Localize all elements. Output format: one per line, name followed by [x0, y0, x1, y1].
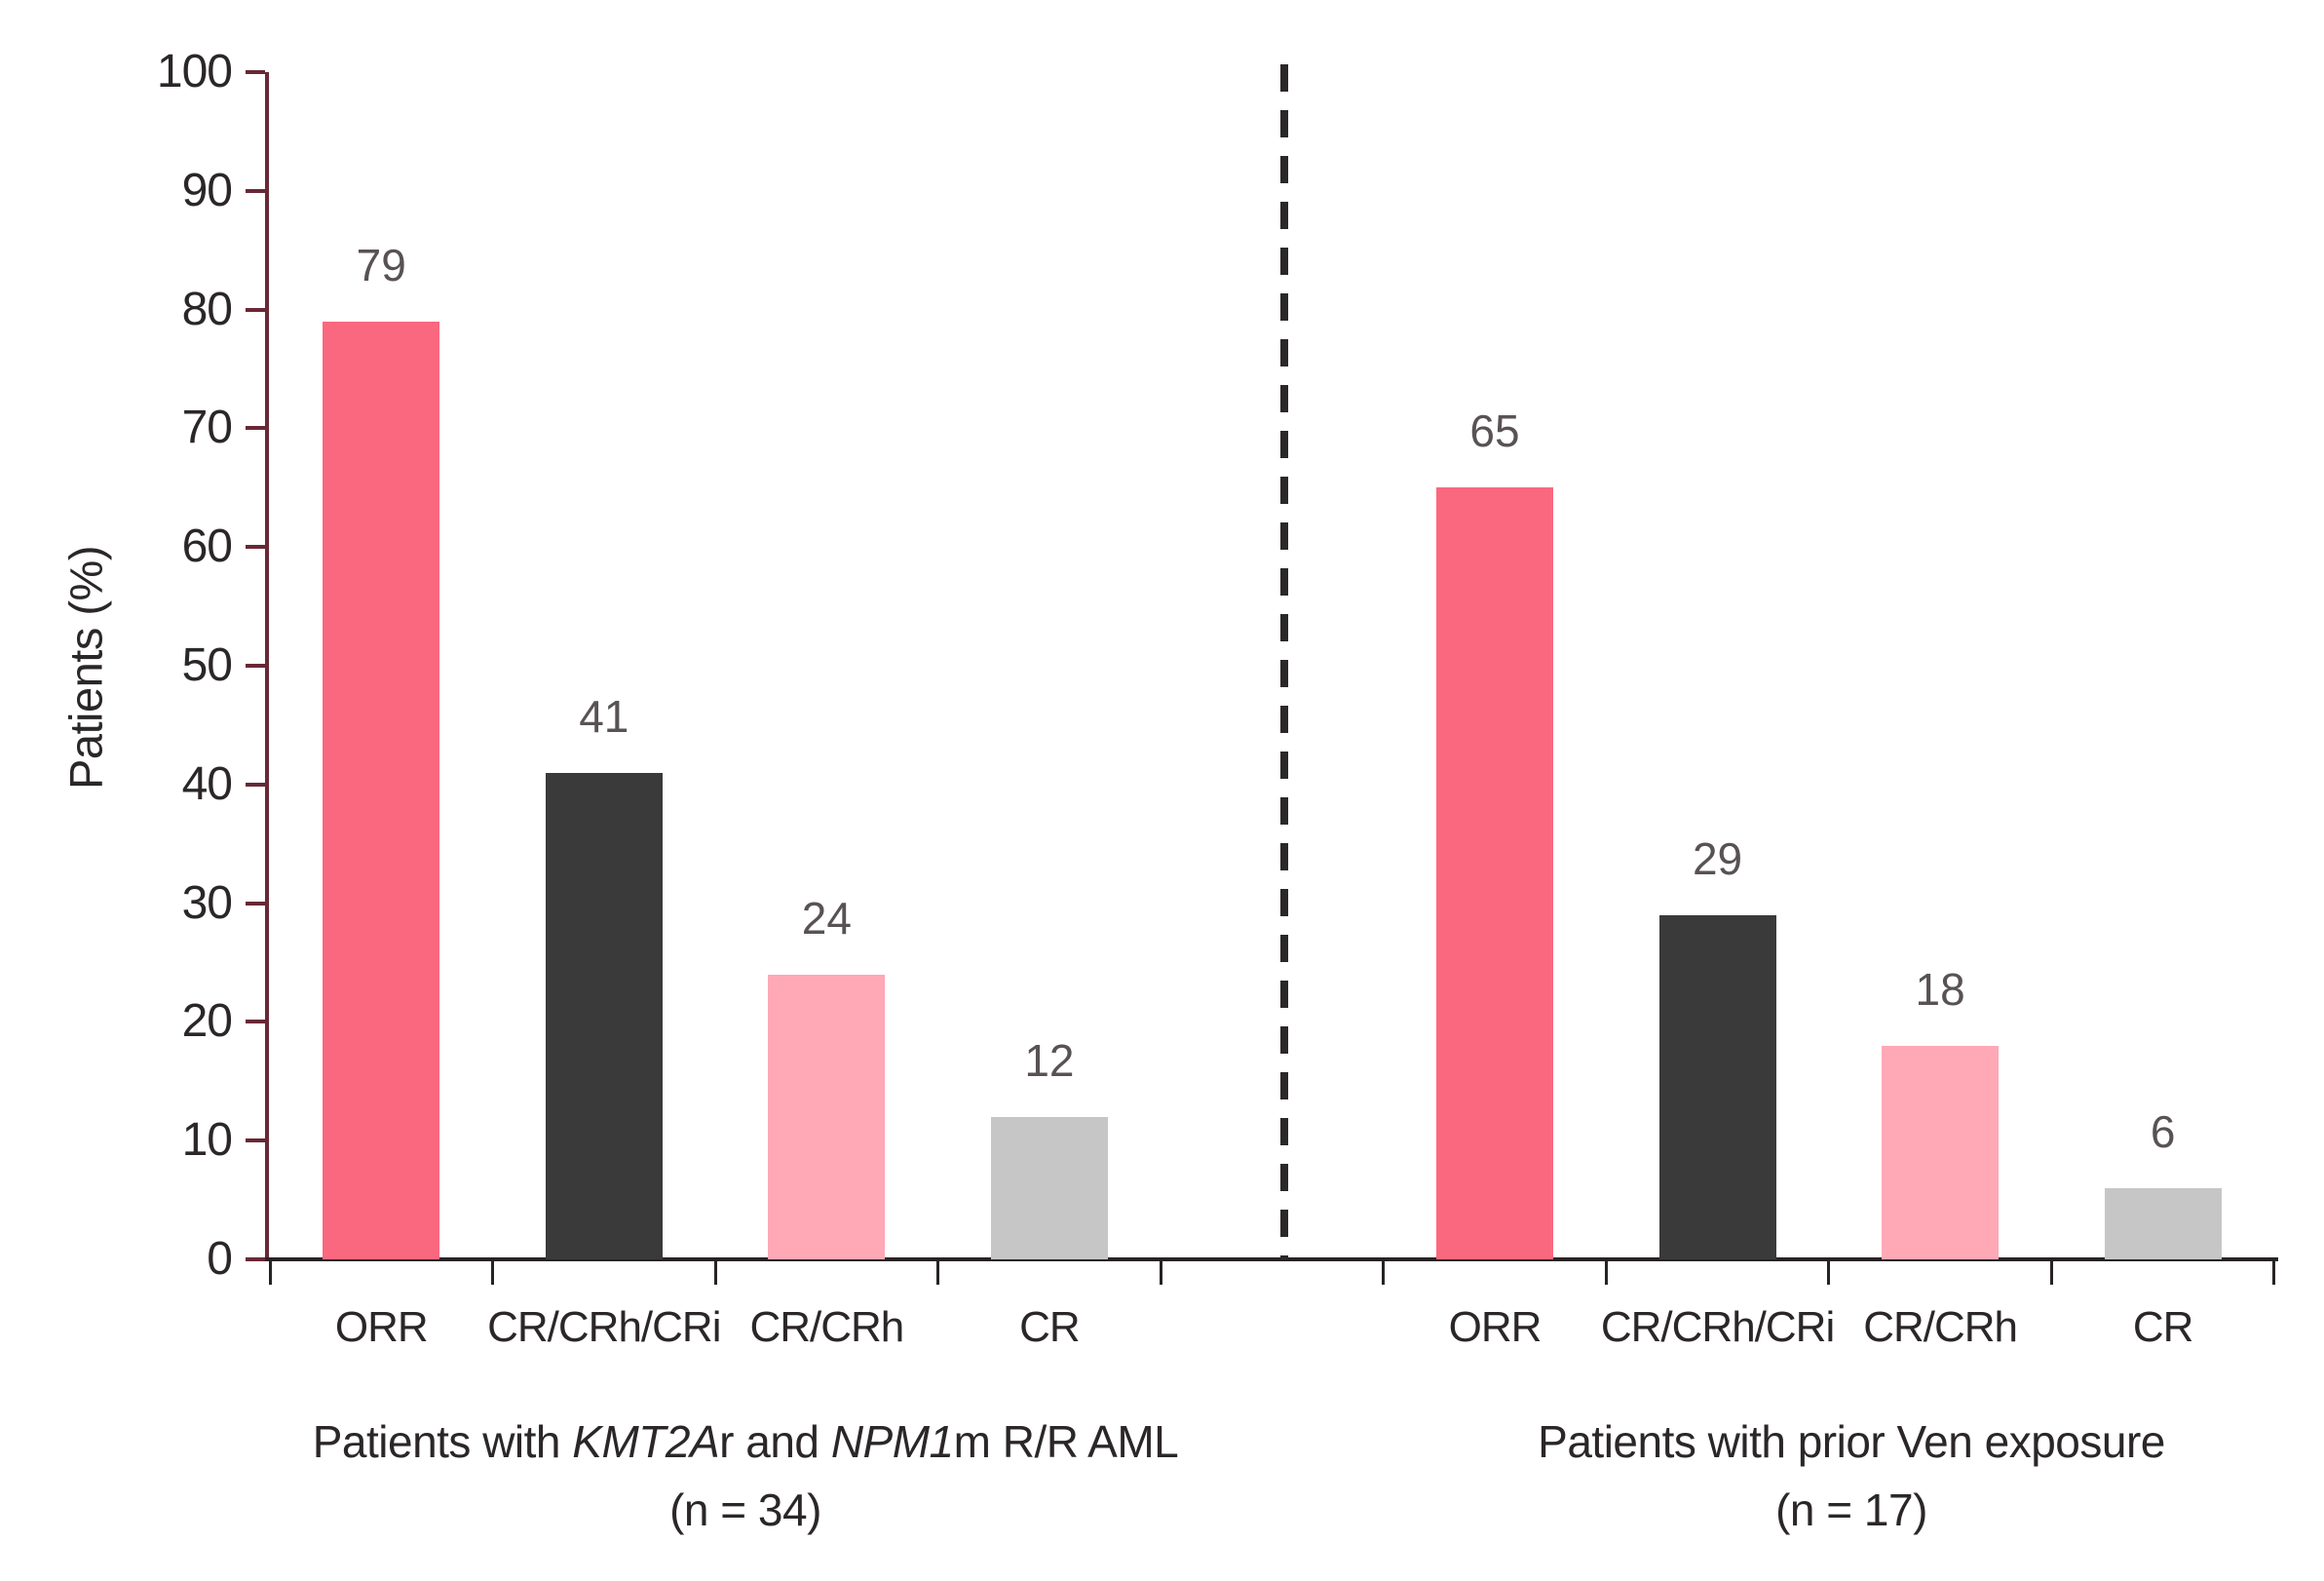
x-tick	[1382, 1259, 1386, 1285]
bar-value-label: 18	[1915, 963, 1965, 1015]
y-tick-label: 10	[181, 1114, 233, 1167]
x-tick	[2272, 1259, 2276, 1285]
group-divider-dashed-line	[1280, 64, 1288, 1259]
y-tick	[246, 664, 265, 668]
bar-cr	[2104, 1187, 2222, 1259]
category-label: ORR	[334, 1303, 429, 1351]
group-title-text: Patients with	[312, 1416, 573, 1467]
x-tick	[1159, 1259, 1162, 1285]
y-tick-label: 100	[156, 46, 233, 97]
category-label: CR	[2132, 1303, 2194, 1351]
y-tick-label: 40	[181, 757, 233, 810]
group-title-gene-italic: KMT2A	[572, 1416, 720, 1467]
y-tick	[246, 70, 265, 74]
category-label: CR/CRh	[749, 1303, 904, 1351]
y-tick	[246, 307, 265, 312]
x-tick	[936, 1259, 940, 1285]
group-title-text: Patients with prior Ven exposure	[1538, 1416, 2165, 1467]
group-title-gene-italic: NPM1	[830, 1416, 954, 1467]
y-tick-label: 0	[207, 1233, 233, 1285]
bar-value-label: 6	[2150, 1105, 2176, 1157]
bar-value-label: 79	[356, 239, 406, 290]
category-label: CR/CRh/CRi	[1600, 1303, 1835, 1351]
bar-cr-crh	[768, 974, 886, 1259]
group-n-label: (n = 17)	[1775, 1485, 1927, 1535]
bar-value-label: 29	[1692, 832, 1743, 884]
bar-cr-crh	[1882, 1045, 2000, 1259]
y-tick-label: 20	[181, 995, 233, 1048]
y-tick	[246, 545, 265, 550]
group-title: Patients with KMT2Ar and NPM1m R/R AML	[313, 1413, 1179, 1470]
category-label: CR/CRh	[1863, 1303, 2018, 1351]
y-axis-line	[265, 72, 269, 1259]
bar-value-label: 24	[801, 892, 852, 944]
y-tick	[246, 1257, 265, 1261]
y-tick	[246, 426, 265, 431]
y-tick-label: 70	[181, 402, 233, 454]
y-tick-label: 60	[181, 521, 233, 573]
x-axis-line	[265, 1257, 2278, 1261]
bar-value-label: 41	[579, 690, 629, 742]
y-tick	[246, 901, 265, 906]
group-title-text: r and	[719, 1416, 831, 1467]
bar-value-label: 12	[1024, 1034, 1075, 1086]
x-tick	[1827, 1259, 1831, 1285]
y-tick-label: 30	[181, 876, 233, 929]
bar-orr	[1436, 487, 1554, 1259]
category-label: CR	[1019, 1303, 1081, 1351]
y-tick-label: 90	[181, 164, 233, 216]
bar-value-label: 65	[1469, 405, 1520, 457]
y-tick	[246, 1138, 265, 1143]
bar-cr	[990, 1116, 1108, 1259]
x-tick	[268, 1259, 272, 1285]
group-title: Patients with prior Ven exposure	[1538, 1413, 2165, 1470]
group-n-label: (n = 34)	[669, 1485, 821, 1535]
category-label: ORR	[1448, 1303, 1543, 1351]
x-tick	[491, 1259, 495, 1285]
y-tick	[246, 1020, 265, 1024]
bar-orr	[323, 321, 440, 1259]
x-tick	[713, 1259, 717, 1285]
bar-cr-crh-cri	[545, 772, 663, 1259]
y-tick-label: 80	[181, 283, 233, 335]
group-title-text: m R/R AML	[953, 1416, 1179, 1467]
bar-cr-crh-cri	[1658, 914, 1776, 1259]
x-tick	[1604, 1259, 1608, 1285]
y-tick	[246, 782, 265, 787]
y-tick	[246, 188, 265, 193]
x-tick	[2049, 1259, 2053, 1285]
y-tick-label: 50	[181, 639, 233, 691]
category-label: CR/CRh/CRi	[487, 1303, 721, 1351]
